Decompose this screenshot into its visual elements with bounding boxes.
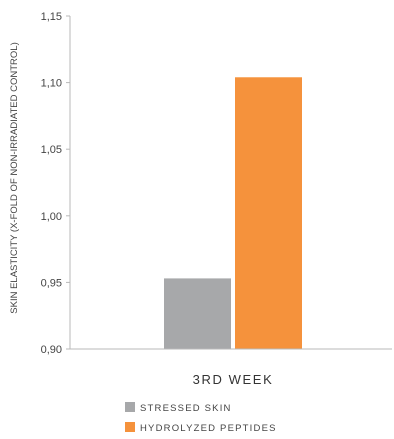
y-axis-label-group: SKIN ELASTICITY (X-FOLD OF NON-IRRADIATE…	[9, 42, 20, 313]
x-category-label: 3RD WEEK	[193, 372, 274, 387]
legend-swatch-stressed-skin	[125, 402, 135, 412]
y-tick-label: 0,90	[41, 344, 62, 356]
legend-label-hydrolyzed-peptides: HYDROLYZED PEPTIDES	[140, 423, 277, 434]
bars	[164, 77, 302, 349]
y-axis-ticks: 0,90 0,95 1,00 1,05 1,10 1,15	[41, 11, 70, 356]
y-tick-label: 1,10	[41, 78, 62, 90]
legend: STRESSED SKIN HYDROLYZED PEPTIDES	[125, 402, 277, 434]
bar-hydrolyzed-peptides	[235, 77, 302, 349]
y-tick-label: 0,95	[41, 277, 62, 289]
y-tick-label: 1,00	[41, 211, 62, 223]
x-axis-categories: 3RD WEEK	[193, 372, 274, 387]
legend-swatch-hydrolyzed-peptides	[125, 422, 135, 432]
legend-label-stressed-skin: STRESSED SKIN	[140, 403, 232, 414]
y-tick-label: 1,05	[41, 144, 62, 156]
y-tick-label: 1,15	[41, 11, 62, 23]
y-axis-label: SKIN ELASTICITY (X-FOLD OF NON-IRRADIATE…	[9, 42, 20, 313]
bar-stressed-skin	[164, 278, 231, 349]
